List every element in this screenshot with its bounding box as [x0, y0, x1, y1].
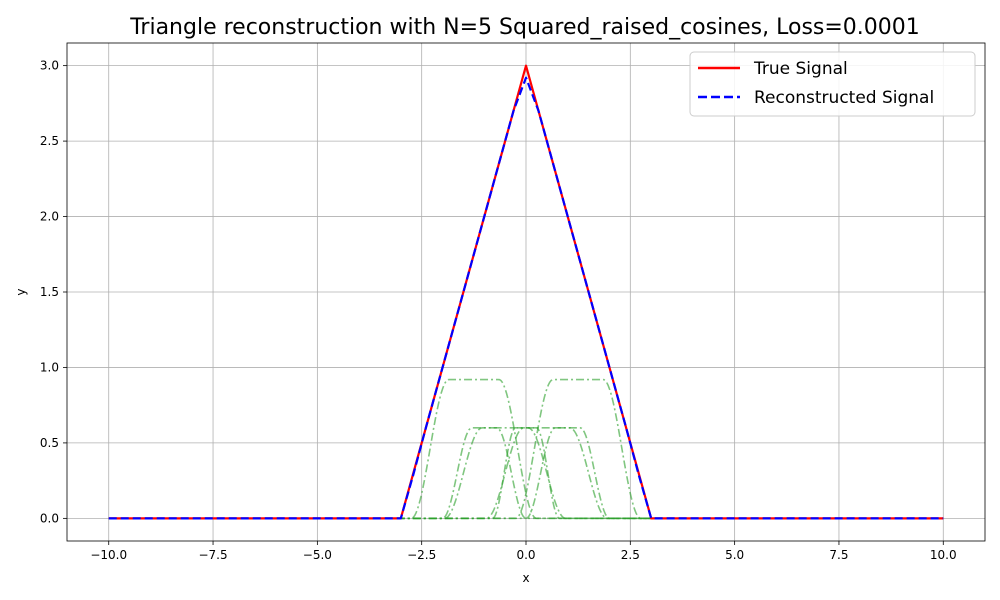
legend-label-reconstructed-signal: Reconstructed Signal — [754, 88, 934, 108]
series-lines — [108, 64, 944, 520]
series-line-reconstructed-signal — [108, 76, 944, 520]
legend-box — [689, 51, 976, 117]
plot-frame — [66, 42, 986, 542]
y-tick-label: 1.0 — [40, 360, 59, 374]
x-tick-label: −2.5 — [407, 548, 436, 562]
y-tick-label: 3.0 — [40, 59, 59, 73]
chart-title: Triangle reconstruction with N=5 Squared… — [129, 15, 920, 40]
x-tick-label: −5.0 — [303, 548, 332, 562]
x-tick-label: 2.5 — [621, 548, 640, 562]
grid-lines — [67, 43, 985, 541]
y-tick-label: 1.5 — [40, 285, 59, 299]
x-tick-label: 5.0 — [725, 548, 744, 562]
legend-label-true-signal: True Signal — [753, 59, 848, 79]
x-tick-label: −10.0 — [90, 548, 127, 562]
y-tick-label: 0.5 — [40, 436, 59, 450]
x-tick-label: 7.5 — [829, 548, 848, 562]
y-tick-label: 2.5 — [40, 134, 59, 148]
y-tick-label: 2.0 — [40, 210, 59, 224]
x-tick-label: 0.0 — [516, 548, 535, 562]
legend: True Signal Reconstructed Signal — [689, 51, 976, 117]
axes — [63, 42, 986, 545]
y-axis-label: y — [14, 288, 28, 295]
y-tick-label: 0.0 — [40, 511, 59, 525]
x-tick-label: −7.5 — [198, 548, 227, 562]
x-tick-label: 10.0 — [930, 548, 957, 562]
x-axis-label: x — [522, 571, 529, 585]
tick-labels: −10.0 −7.5 −5.0 −2.5 0.0 2.5 5.0 7.5 10.0 0.0 0.5 1… — [40, 59, 957, 562]
